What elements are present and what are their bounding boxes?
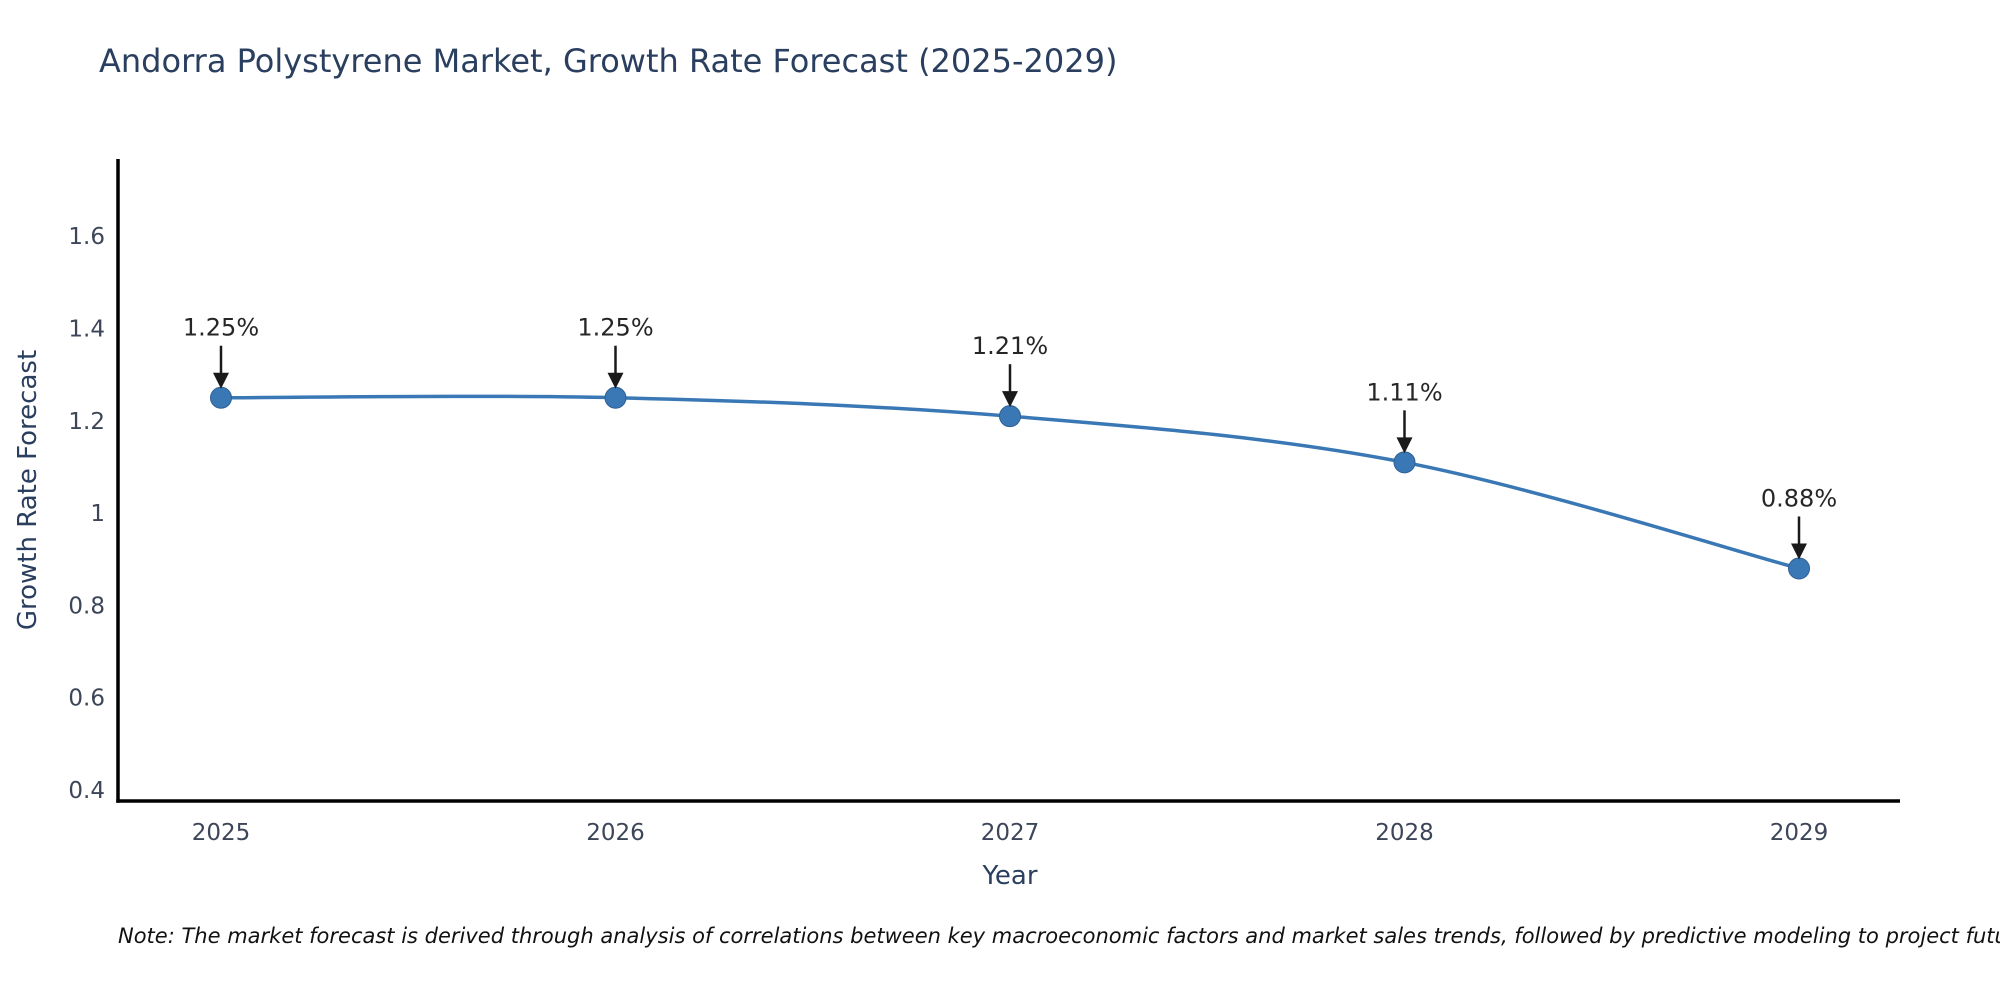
annotation-arrowhead-icon — [607, 372, 624, 389]
point-value-label: 1.25% — [577, 314, 653, 342]
footnote: Note: The market forecast is derived thr… — [118, 924, 2000, 948]
y-tick-label: 0.8 — [68, 593, 105, 619]
annotation-arrowhead-icon — [1396, 437, 1413, 454]
point-value-label: 1.11% — [1366, 378, 1442, 406]
x-tick-label: 2027 — [981, 820, 1040, 846]
y-tick-label: 0.4 — [68, 778, 105, 804]
data-point-marker — [210, 386, 232, 409]
chart-title: Andorra Polystyrene Market, Growth Rate … — [99, 42, 1118, 80]
point-value-label: 1.25% — [183, 314, 259, 342]
axes — [116, 159, 1900, 803]
x-tick-label: 2025 — [192, 820, 251, 846]
data-point-marker — [1393, 451, 1416, 474]
y-tick-labels: 0.4 0.6 0.8 1 1.2 1.4 1.6 — [68, 224, 105, 804]
annotation-arrowhead-icon — [1002, 391, 1018, 408]
data-point-marker — [1788, 557, 1810, 580]
y-axis-title: Growth Rate Forecast — [13, 350, 43, 630]
x-axis-title: Year — [981, 861, 1037, 891]
x-tick-label: 2028 — [1375, 820, 1434, 846]
point-value-label: 1.21% — [972, 332, 1048, 360]
x-tick-labels: 2025 2026 2027 2028 2029 — [192, 820, 1829, 846]
y-tick-label: 1.4 — [68, 317, 105, 343]
y-tick-label: 0.6 — [68, 686, 105, 712]
data-point-marker — [604, 386, 627, 409]
x-tick-label: 2029 — [1770, 820, 1829, 846]
annotation-arrowhead-icon — [1791, 543, 1807, 560]
y-tick-label: 1 — [90, 501, 105, 527]
x-tick-label: 2026 — [586, 820, 645, 846]
point-value-label: 0.88% — [1761, 484, 1837, 512]
annotation-arrowhead-icon — [213, 372, 229, 389]
y-tick-label: 1.6 — [68, 224, 105, 250]
series-line-group — [210, 386, 1810, 580]
data-point-marker — [999, 405, 1021, 428]
y-tick-label: 1.2 — [68, 409, 105, 435]
point-annotations: 1.25% 1.25% 1.21% 1.11% 0.88% — [183, 314, 1837, 560]
